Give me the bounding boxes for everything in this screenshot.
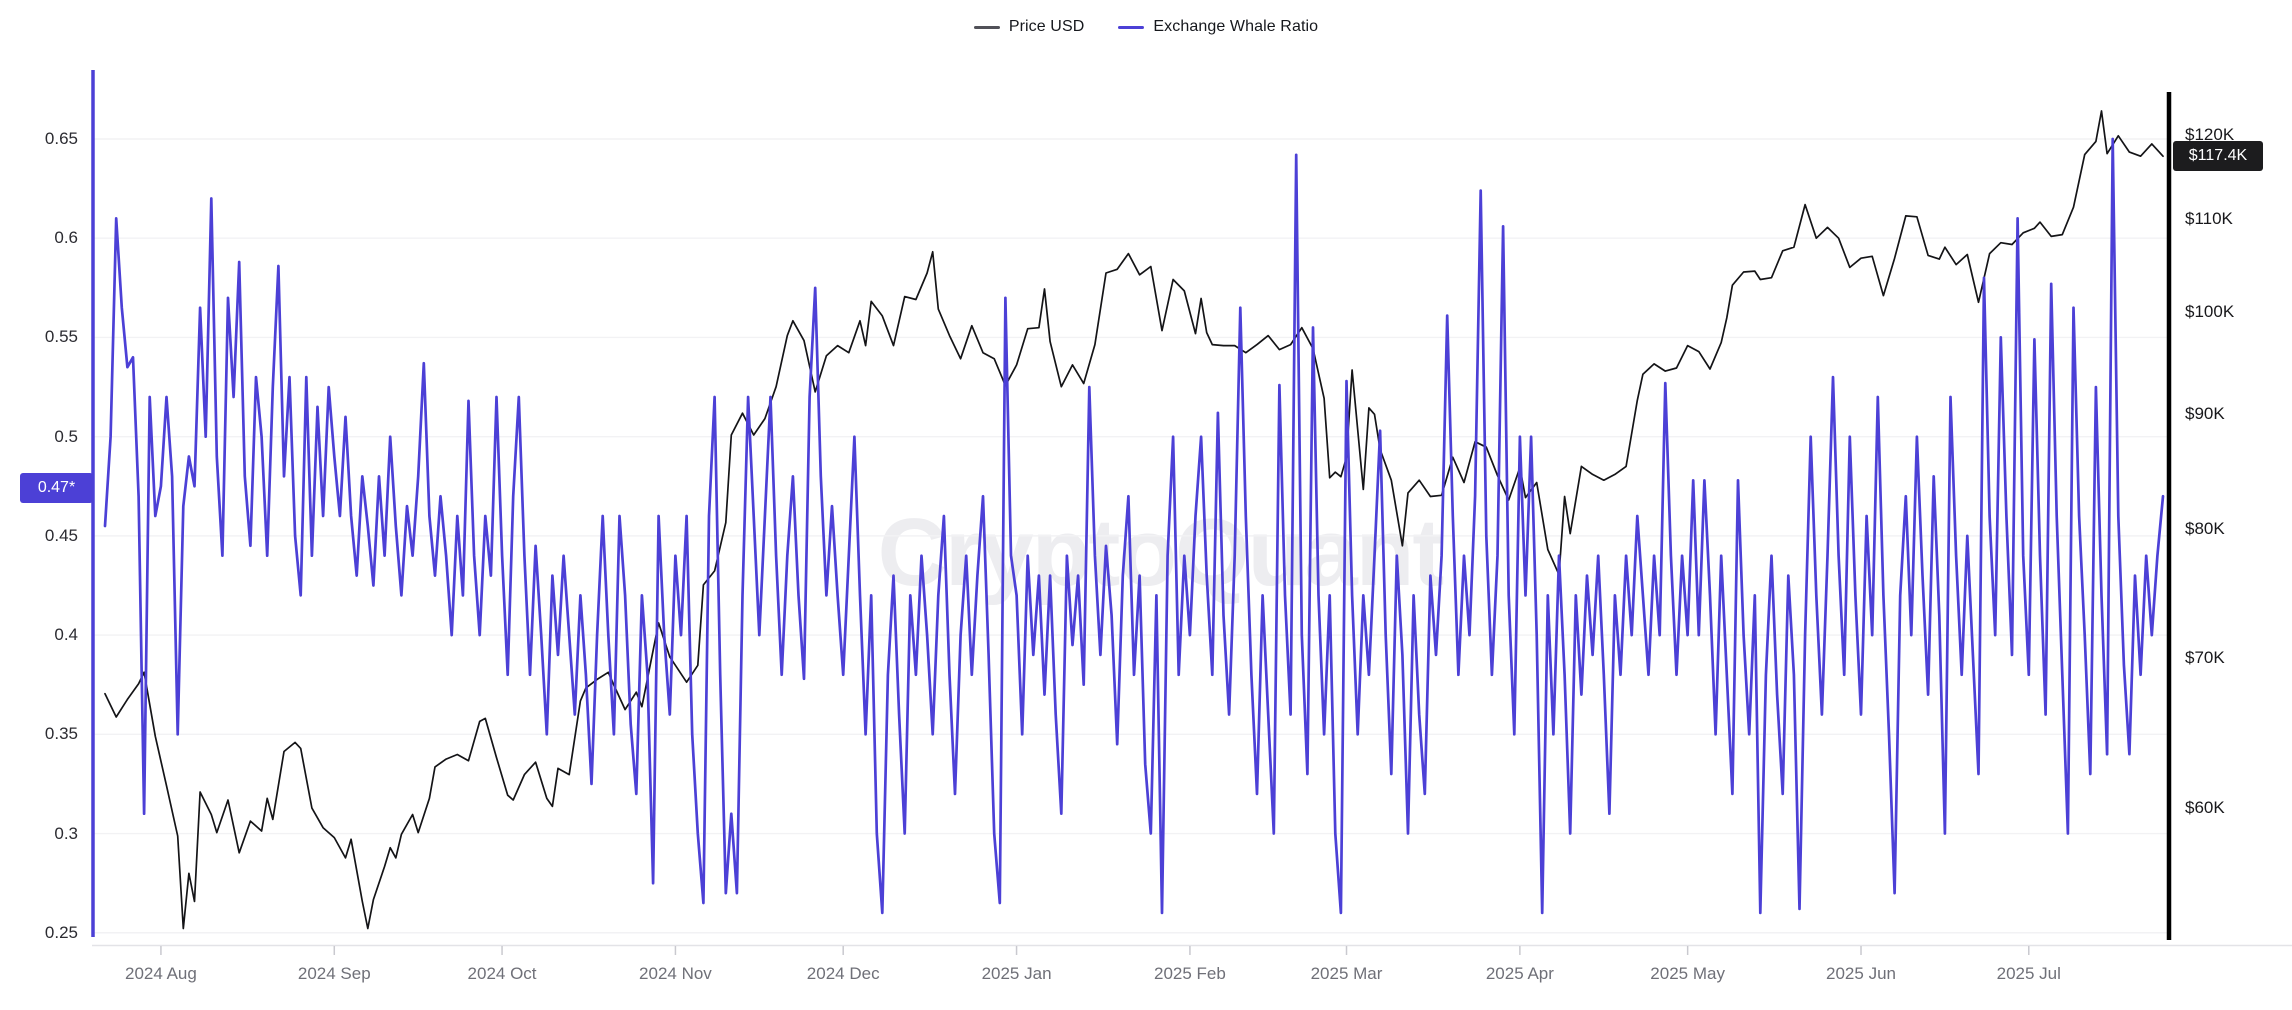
exchange-whale-ratio-line	[103, 137, 2165, 915]
right-axis-tick-label: $60K	[2185, 798, 2225, 818]
x-axis-month-label: 2024 Aug	[124, 964, 197, 983]
left-axis-tick-label: 0.45	[44, 525, 78, 545]
x-axis-month-label: 2025 Apr	[1485, 964, 1554, 983]
x-axis-month-label: 2024 Nov	[639, 964, 712, 983]
left-axis-tick-label: 0.3	[54, 823, 78, 843]
x-axis-month-label: 2025 Jun	[1826, 964, 1896, 983]
left-axis-tick-label: 0.5	[54, 426, 78, 446]
right-axis-tick-label: $100K	[2185, 302, 2235, 321]
x-axis-month-label: 2025 Jan	[981, 964, 1052, 983]
whale-ratio-current-value-badge: 0.47*	[20, 473, 93, 504]
chart-legend: Price USD Exchange Whale Ratio	[0, 18, 2292, 36]
left-axis-tick-label: 0.25	[44, 922, 78, 942]
legend-label-exchange-whale-ratio: Exchange Whale Ratio	[1153, 18, 1319, 35]
right-axis-tick-label: $90K	[2185, 404, 2225, 424]
right-axis-tick-label: $120K	[2185, 124, 2235, 144]
left-axis-tick-label: 0.4	[54, 625, 78, 645]
x-axis-month-label: 2025 Feb	[1154, 964, 1226, 983]
x-axis-month-label: 2024 Oct	[467, 964, 537, 983]
legend-item-exchange-whale-ratio[interactable]: Exchange Whale Ratio	[1118, 18, 1318, 36]
x-axis-month-label: 2024 Sep	[297, 964, 371, 983]
left-axis-tick-label: 0.6	[54, 228, 78, 248]
left-axis-tick-label: 0.35	[44, 724, 78, 744]
x-axis-month-label: 2025 Mar	[1310, 964, 1383, 983]
right-axis-tick-label: $80K	[2185, 518, 2225, 538]
price-usd-line	[104, 110, 2164, 930]
legend-label-price-usd: Price USD	[1008, 18, 1085, 35]
x-axis-month-label: 2025 May	[1650, 964, 1725, 983]
legend-item-price-usd[interactable]: Price USD	[973, 18, 1085, 36]
left-axis-tick-label: 0.65	[44, 129, 78, 148]
whale-ratio-line-swatch-icon	[1118, 25, 1145, 29]
x-axis-month-label: 2024 Dec	[806, 964, 880, 983]
price-current-value-badge: $117.4K	[2173, 141, 2263, 172]
right-axis-tick-label: $110K	[2185, 209, 2233, 229]
price-usd-line-swatch-icon	[973, 25, 1000, 29]
right-axis-tick-label: $70K	[2185, 648, 2225, 668]
x-axis-month-label: 2025 Jul	[1996, 964, 2061, 983]
left-axis-tick-label: 0.55	[44, 327, 78, 347]
